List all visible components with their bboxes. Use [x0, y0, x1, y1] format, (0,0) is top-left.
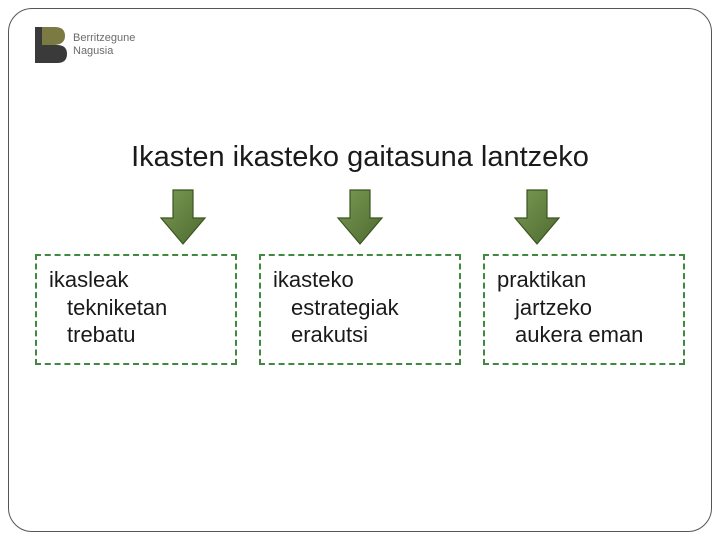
box-3-line3: aukera eman [497, 321, 671, 349]
box-1: ikasleak tekniketan trebatu [35, 254, 237, 365]
down-arrow-icon [336, 188, 384, 246]
box-3: praktikan jartzeko aukera eman [483, 254, 685, 365]
arrows-row [35, 188, 685, 246]
logo: Berritzegune Nagusia [35, 27, 685, 63]
down-arrow-icon [159, 188, 207, 246]
boxes-row: ikasleak tekniketan trebatu ikasteko est… [35, 254, 685, 365]
box-2-line2: estrategiak [273, 294, 447, 322]
logo-line2: Nagusia [73, 45, 135, 58]
box-1-line2: tekniketan [49, 294, 223, 322]
box-3-line2: jartzeko [497, 294, 671, 322]
logo-text: Berritzegune Nagusia [73, 32, 135, 57]
box-2: ikasteko estrategiak erakutsi [259, 254, 461, 365]
box-1-line1: ikasleak [49, 267, 128, 292]
down-arrow-icon [513, 188, 561, 246]
slide-frame: Berritzegune Nagusia Ikasten ikasteko ga… [8, 8, 712, 532]
box-2-line3: erakutsi [273, 321, 447, 349]
box-1-line3: trebatu [49, 321, 223, 349]
box-3-line1: praktikan [497, 267, 586, 292]
page-title: Ikasten ikasteko gaitasuna lantzeko [35, 141, 685, 174]
logo-line1: Berritzegune [73, 32, 135, 45]
logo-mark-icon [35, 27, 67, 63]
box-2-line1: ikasteko [273, 267, 354, 292]
